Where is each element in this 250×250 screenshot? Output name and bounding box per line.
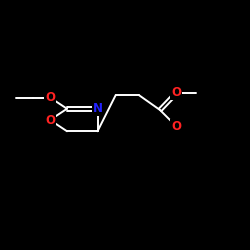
Text: O: O [171, 86, 181, 100]
Text: O: O [45, 91, 55, 104]
Text: O: O [45, 114, 55, 126]
Text: O: O [171, 120, 181, 133]
Text: N: N [92, 102, 102, 115]
